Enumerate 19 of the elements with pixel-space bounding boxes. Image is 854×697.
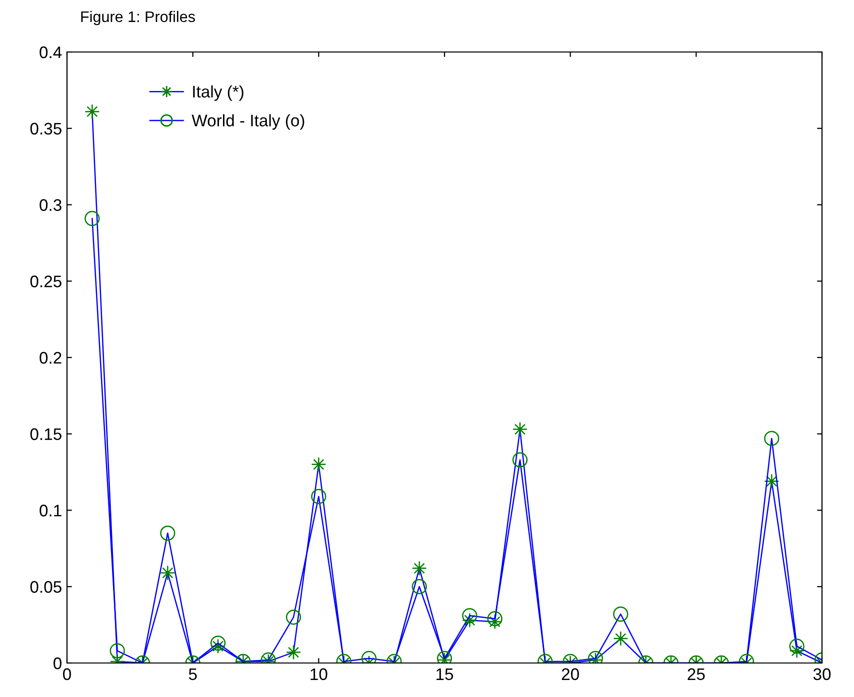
y-tick-label: 0.05 <box>30 581 62 593</box>
y-tick-label: 0.2 <box>40 352 62 364</box>
x-tick-label: 30 <box>813 668 831 680</box>
y-tick-label: 0 <box>54 657 62 670</box>
y-tick-label: 0.3 <box>40 199 62 211</box>
y-tick-label: 0.35 <box>30 122 62 135</box>
legend-label: World - Italy (o) <box>192 114 304 130</box>
x-tick-label: 20 <box>562 668 579 680</box>
legend-label: Italy (*) <box>193 85 244 101</box>
x-tick-label: 15 <box>436 668 454 680</box>
x-tick-label: 25 <box>688 668 705 680</box>
y-tick-label: 0.1 <box>40 504 62 516</box>
x-tick-label: 5 <box>188 668 197 680</box>
x-tick-label: 10 <box>310 668 328 680</box>
y-tick-label: 0.15 <box>30 428 62 440</box>
chart-title: Figure 1: Profiles <box>81 10 195 26</box>
y-tick-label: 0.25 <box>30 276 62 288</box>
y-tick-label: 0.4 <box>40 46 62 58</box>
x-tick-label: 0 <box>63 668 71 680</box>
